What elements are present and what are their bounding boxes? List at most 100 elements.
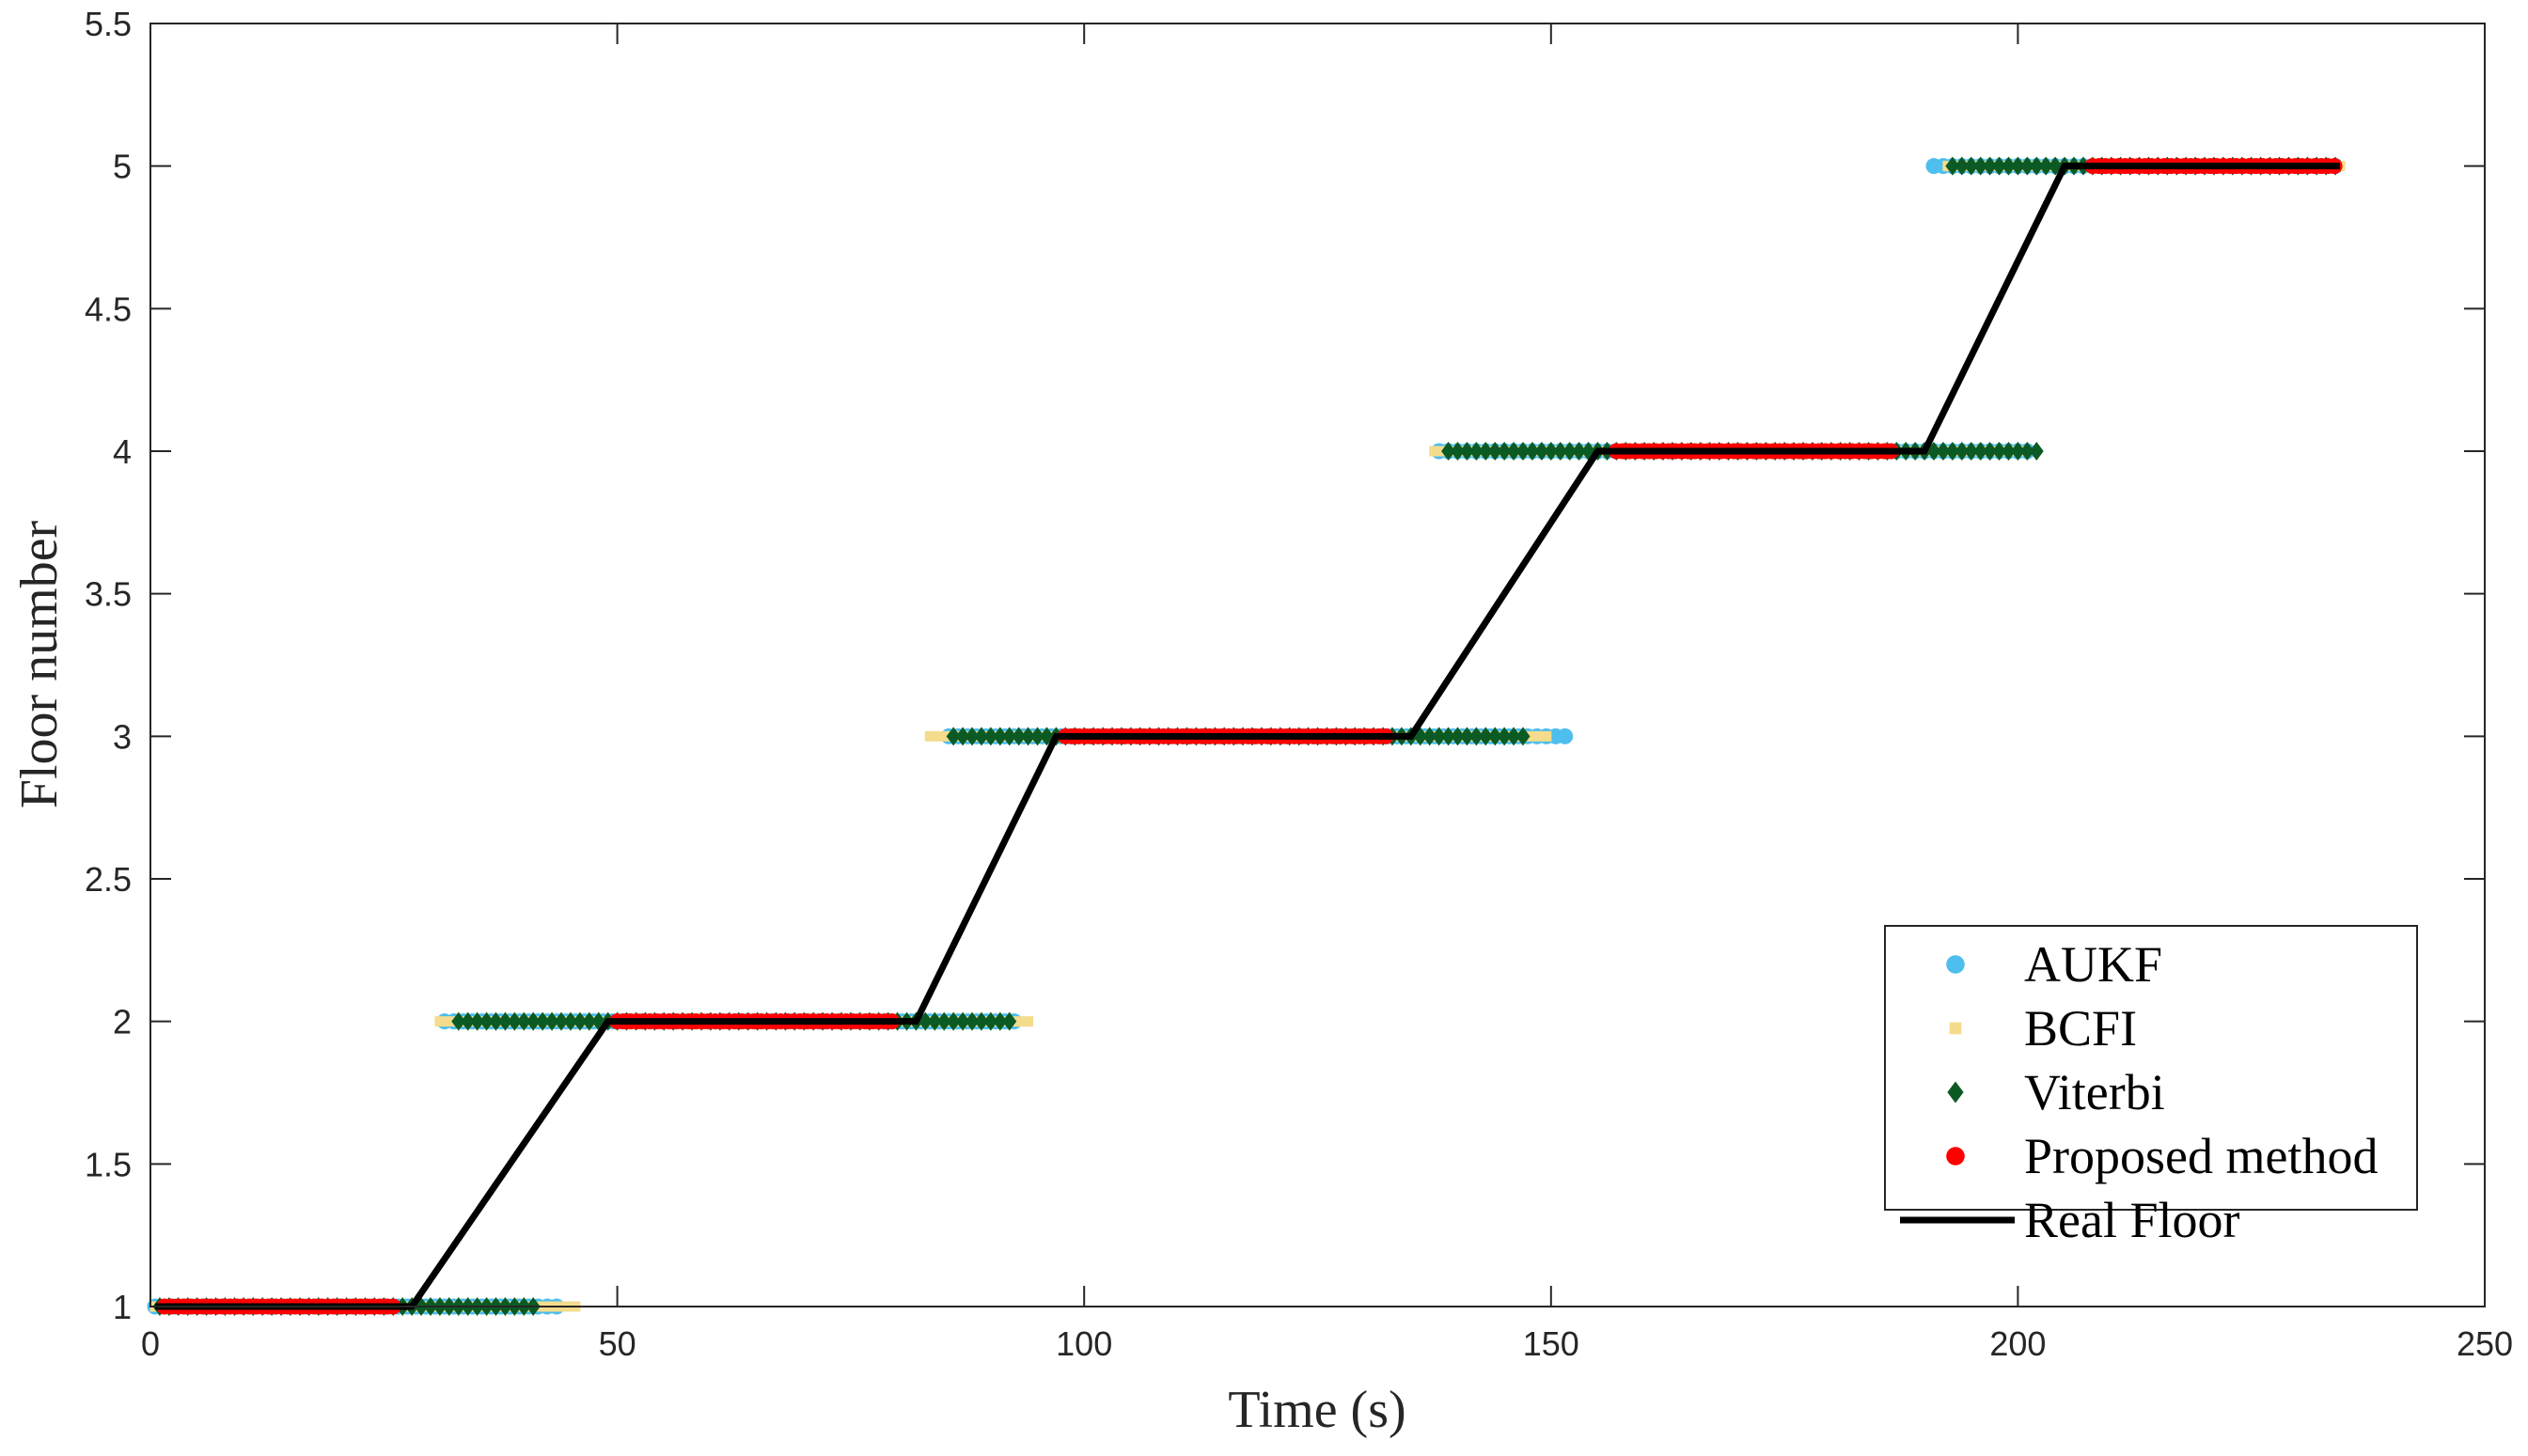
viterbi-point xyxy=(2038,156,2053,176)
legend-label-bcfi: BCFI xyxy=(2024,1000,2137,1057)
viterbi-point xyxy=(1450,442,1465,461)
viterbi-point xyxy=(1515,442,1531,461)
viterbi-point xyxy=(526,1011,541,1031)
viterbi-point xyxy=(1468,727,1484,746)
viterbi-point xyxy=(1955,156,1970,176)
y-tick-label: 1.5 xyxy=(85,1145,132,1183)
viterbi-point xyxy=(2019,442,2034,461)
x-tick-label: 100 xyxy=(1056,1324,1112,1363)
axes-layer: 0 50 100 150 200 250 1 1.5 2 2.5 3 3.5 4 4.5 5 5.5 xyxy=(85,5,2513,1363)
viterbi-point xyxy=(1021,727,1036,746)
viterbi-point xyxy=(461,1011,476,1031)
viterbi-point xyxy=(936,1011,951,1031)
y-tick-label: 4 xyxy=(113,432,132,471)
legend-box xyxy=(1884,925,2418,1211)
viterbi-point xyxy=(1468,442,1484,461)
viterbi-point xyxy=(1459,727,1474,746)
viterbi-point xyxy=(582,1011,597,1031)
viterbi-point xyxy=(993,727,1008,746)
legend-swatch-viterbi xyxy=(1947,1081,1964,1104)
plot-frame xyxy=(149,23,2486,1307)
x-tick-label: 150 xyxy=(1523,1324,1579,1363)
real-floor-line xyxy=(154,163,2341,1310)
viterbi-point xyxy=(1525,442,1540,461)
bcfi-point xyxy=(444,1016,455,1027)
legend-swatch-bcfi xyxy=(1949,1022,1962,1035)
viterbi-point xyxy=(1012,727,1027,746)
viterbi-point xyxy=(470,1011,485,1031)
viterbi-point xyxy=(974,1011,989,1031)
viterbi-point xyxy=(2001,156,2016,176)
y-axis-label: Floor number xyxy=(10,520,69,808)
viterbi-point xyxy=(1992,442,2007,461)
viterbi-point xyxy=(1487,727,1502,746)
viterbi-point xyxy=(544,1011,559,1031)
bcfi-point xyxy=(1429,446,1440,457)
viterbi-point xyxy=(1992,156,2007,176)
viterbi-point xyxy=(1422,727,1437,746)
viterbi-point xyxy=(497,1011,512,1031)
viterbi-point xyxy=(1506,442,1521,461)
viterbi-point xyxy=(1983,156,1998,176)
bcfi-point xyxy=(1531,730,1543,742)
viterbi-point xyxy=(1534,442,1549,461)
viterbi-point xyxy=(1478,727,1493,746)
viterbi-point xyxy=(955,727,970,746)
aukf-point xyxy=(1557,728,1574,744)
viterbi-point xyxy=(573,1011,588,1031)
viterbi-point xyxy=(1432,727,1447,746)
viterbi-point xyxy=(479,1011,495,1031)
viterbi-point xyxy=(1945,442,1960,461)
y-tick-label: 4.5 xyxy=(85,290,132,328)
viterbi-point xyxy=(955,1011,970,1031)
bcfi-point xyxy=(924,730,935,742)
viterbi-point xyxy=(983,1011,998,1031)
viterbi-point xyxy=(563,1011,578,1031)
viterbi-point xyxy=(1964,442,1979,461)
viterbi-point xyxy=(1002,727,1017,746)
x-tick-label: 50 xyxy=(599,1324,636,1363)
viterbi-point xyxy=(1497,727,1512,746)
legend-label-real-floor: Real Floor xyxy=(2024,1192,2239,1248)
viterbi-point xyxy=(1562,442,1578,461)
viterbi-point xyxy=(554,1011,569,1031)
x-tick-label: 200 xyxy=(1989,1324,2046,1363)
legend-label-aukf: AUKF xyxy=(2024,936,2162,993)
viterbi-point xyxy=(2019,156,2034,176)
viterbi-point xyxy=(1553,442,1568,461)
viterbi-point xyxy=(974,727,989,746)
viterbi-point xyxy=(1487,442,1502,461)
viterbi-point xyxy=(1572,442,1587,461)
y-tick-label: 5 xyxy=(113,148,132,186)
bcfi-point xyxy=(434,1016,446,1027)
viterbi-point xyxy=(946,727,961,746)
viterbi-point xyxy=(1478,442,1493,461)
viterbi-point xyxy=(965,1011,980,1031)
viterbi-point xyxy=(1441,727,1456,746)
x-tick-label: 0 xyxy=(141,1324,160,1363)
viterbi-point xyxy=(1983,442,1998,461)
legend-swatch-aukf xyxy=(1946,955,1965,974)
viterbi-point xyxy=(946,1011,961,1031)
viterbi-point xyxy=(983,727,998,746)
y-tick-label: 2 xyxy=(113,1003,132,1041)
viterbi-point xyxy=(2010,156,2025,176)
bcfi-point xyxy=(1541,730,1552,742)
viterbi-point xyxy=(507,1011,522,1031)
viterbi-point xyxy=(1973,156,1988,176)
viterbi-point xyxy=(451,1011,466,1031)
viterbi-point xyxy=(1506,727,1521,746)
viterbi-point xyxy=(1497,442,1512,461)
viterbi-point xyxy=(1441,442,1456,461)
viterbi-point xyxy=(1973,442,1988,461)
y-tick-label: 3 xyxy=(113,717,132,756)
viterbi-point xyxy=(488,1011,503,1031)
viterbi-point xyxy=(1955,442,1970,461)
viterbi-point xyxy=(2001,442,2016,461)
viterbi-point xyxy=(965,727,980,746)
bcfi-point xyxy=(1023,1016,1034,1027)
bcfi-point xyxy=(934,730,945,742)
viterbi-point xyxy=(1945,156,1960,176)
viterbi-point xyxy=(1936,442,1951,461)
